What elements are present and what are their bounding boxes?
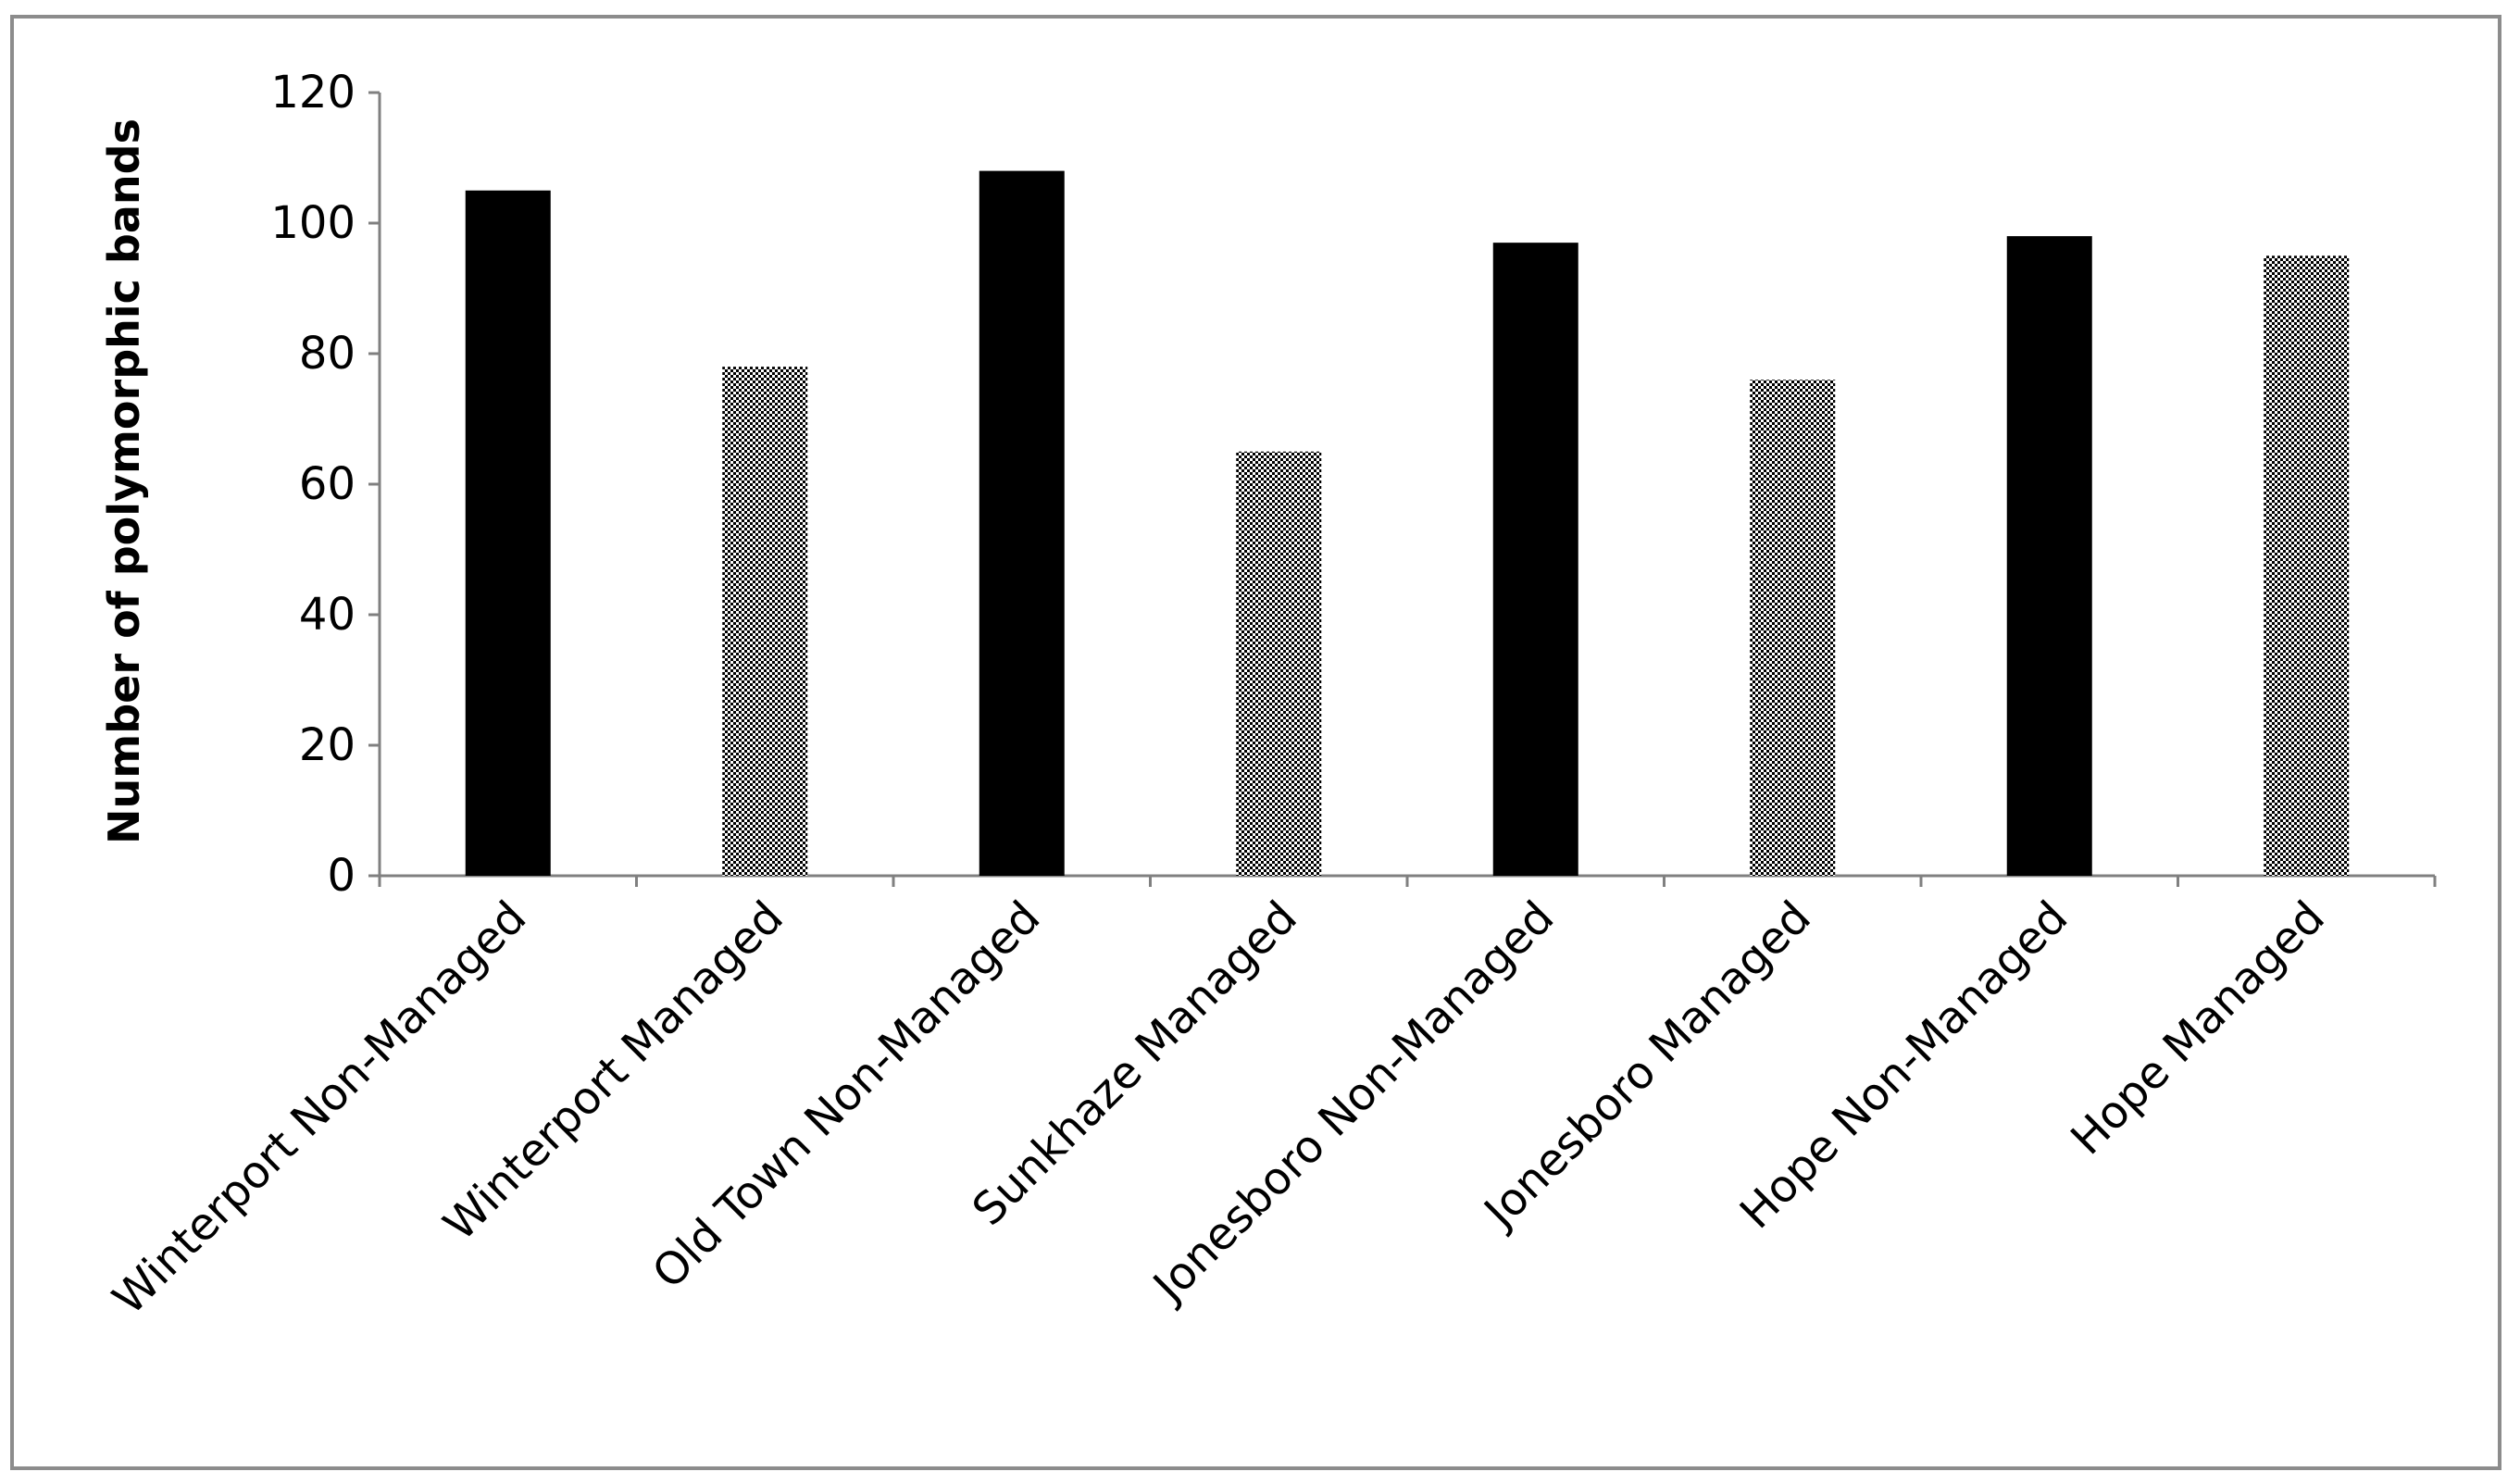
bar (1236, 451, 1322, 876)
bar (465, 190, 551, 876)
bar (1492, 243, 1578, 876)
bar (979, 170, 1065, 877)
y-tick-label: 60 (299, 458, 356, 510)
x-category-label: Hope Managed (2061, 892, 2334, 1165)
y-tick-label: 20 (299, 719, 356, 771)
bar (2006, 236, 2092, 877)
y-tick-label: 100 (270, 197, 356, 249)
y-tick-label: 0 (327, 850, 356, 902)
y-tick-label: 40 (299, 589, 356, 641)
x-category-label: Winterport Non-Managed (103, 892, 536, 1325)
bar (722, 367, 808, 877)
y-axis-title: Number of polymorphic bands (99, 118, 149, 844)
bar (1750, 380, 1836, 876)
y-tick-label: 80 (299, 328, 356, 380)
x-category-label: Jonesboro Non-Managed (1141, 892, 1564, 1314)
bar (2264, 256, 2350, 876)
y-tick-label: 120 (270, 67, 356, 118)
